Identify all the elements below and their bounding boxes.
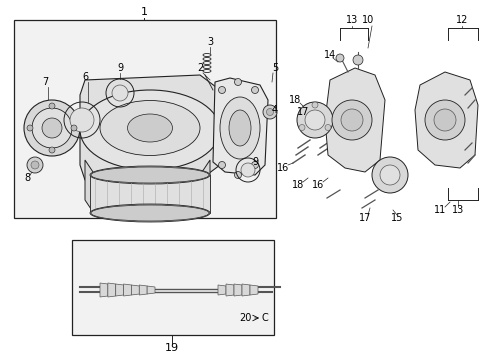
Circle shape	[311, 102, 317, 108]
Circle shape	[251, 86, 258, 94]
Circle shape	[49, 103, 55, 109]
Text: 7: 7	[42, 77, 48, 87]
Circle shape	[305, 110, 325, 130]
Circle shape	[325, 125, 330, 131]
Text: 17: 17	[358, 213, 370, 223]
Circle shape	[218, 162, 225, 168]
Polygon shape	[249, 285, 258, 295]
Text: 10: 10	[361, 15, 373, 25]
Ellipse shape	[228, 110, 250, 146]
Circle shape	[251, 162, 258, 168]
Polygon shape	[414, 72, 477, 168]
Circle shape	[424, 100, 464, 140]
Circle shape	[266, 108, 273, 116]
Circle shape	[335, 54, 343, 62]
Ellipse shape	[80, 90, 220, 170]
Text: 9: 9	[251, 157, 258, 167]
Text: 13: 13	[451, 205, 463, 215]
Text: C: C	[261, 313, 268, 323]
Polygon shape	[80, 75, 220, 180]
Text: 18: 18	[291, 180, 304, 190]
Circle shape	[49, 147, 55, 153]
Circle shape	[32, 108, 72, 148]
Text: 15: 15	[390, 213, 403, 223]
Text: 14: 14	[323, 50, 335, 60]
Text: 20: 20	[238, 313, 251, 323]
Polygon shape	[131, 285, 139, 295]
Bar	[14, 20, 275, 218]
Circle shape	[112, 85, 128, 101]
Text: 12: 12	[455, 15, 467, 25]
Text: 16: 16	[276, 163, 288, 173]
Ellipse shape	[100, 100, 200, 156]
Circle shape	[331, 100, 371, 140]
Ellipse shape	[91, 167, 208, 183]
Text: 13: 13	[345, 15, 357, 25]
Polygon shape	[225, 284, 234, 296]
Ellipse shape	[90, 204, 209, 222]
Text: 4: 4	[271, 105, 278, 115]
Circle shape	[340, 109, 362, 131]
Text: 11: 11	[433, 205, 445, 215]
Circle shape	[27, 157, 43, 173]
Polygon shape	[108, 283, 116, 297]
Circle shape	[379, 165, 399, 185]
Polygon shape	[139, 285, 147, 295]
Polygon shape	[116, 284, 123, 296]
Text: 16: 16	[311, 180, 324, 190]
Polygon shape	[123, 284, 131, 296]
Circle shape	[352, 55, 362, 65]
Circle shape	[234, 171, 241, 179]
Circle shape	[27, 125, 33, 131]
Polygon shape	[85, 160, 209, 215]
Circle shape	[70, 108, 94, 132]
Text: 9: 9	[117, 63, 123, 73]
Circle shape	[71, 125, 77, 131]
Text: 8: 8	[24, 173, 30, 183]
Polygon shape	[325, 68, 384, 172]
Text: 19: 19	[164, 343, 179, 353]
Circle shape	[296, 102, 332, 138]
Circle shape	[371, 157, 407, 193]
Circle shape	[218, 86, 225, 94]
Text: 2: 2	[197, 63, 203, 73]
Text: 3: 3	[206, 37, 213, 47]
Circle shape	[31, 161, 39, 169]
Circle shape	[234, 78, 241, 86]
Circle shape	[298, 125, 305, 131]
Polygon shape	[234, 284, 242, 296]
Circle shape	[263, 105, 276, 119]
Circle shape	[42, 118, 62, 138]
Bar	[72, 240, 273, 335]
Ellipse shape	[90, 166, 209, 184]
Bar	[90, 175, 209, 213]
Polygon shape	[100, 283, 108, 297]
Polygon shape	[218, 285, 225, 295]
Text: 18: 18	[288, 95, 301, 105]
Polygon shape	[213, 78, 267, 175]
Text: 1: 1	[140, 7, 147, 17]
Circle shape	[241, 163, 254, 177]
Circle shape	[24, 100, 80, 156]
Polygon shape	[242, 284, 249, 296]
Polygon shape	[147, 286, 155, 294]
Text: 5: 5	[271, 63, 278, 73]
Ellipse shape	[127, 114, 172, 142]
Text: 6: 6	[82, 72, 88, 82]
Circle shape	[433, 109, 455, 131]
Text: 17: 17	[296, 107, 308, 117]
Ellipse shape	[91, 205, 208, 221]
Ellipse shape	[220, 97, 260, 159]
